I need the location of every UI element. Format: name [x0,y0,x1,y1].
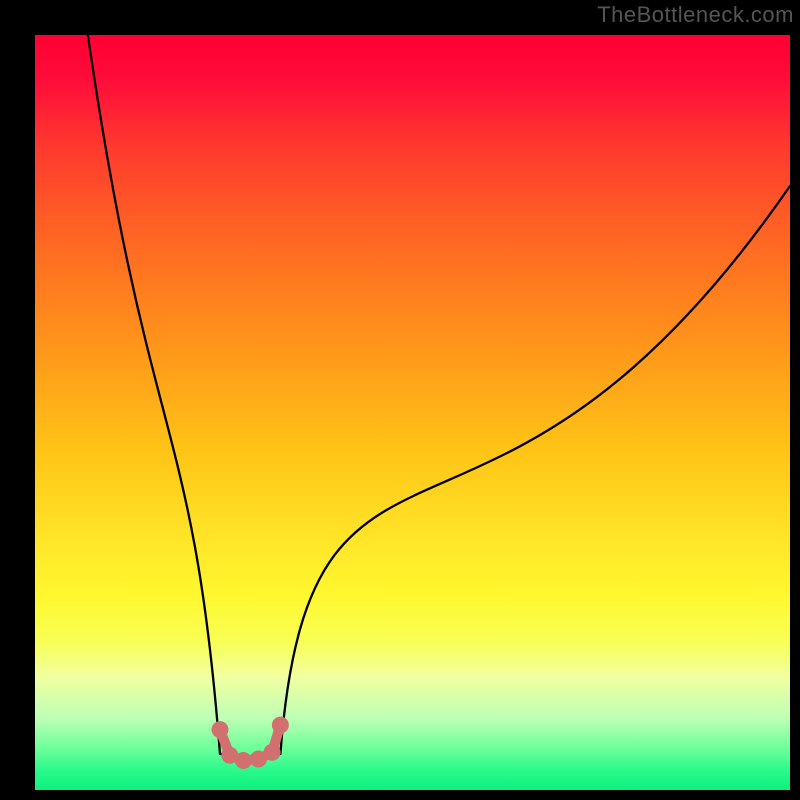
watermark-text: TheBottleneck.com [597,2,794,28]
bottleneck-curve [88,35,790,757]
chart-svg [0,0,800,800]
well-marker-dot [264,744,281,761]
well-marker-dot [235,752,252,769]
well-marker-dot [272,717,289,734]
well-marker-dot [211,721,228,738]
